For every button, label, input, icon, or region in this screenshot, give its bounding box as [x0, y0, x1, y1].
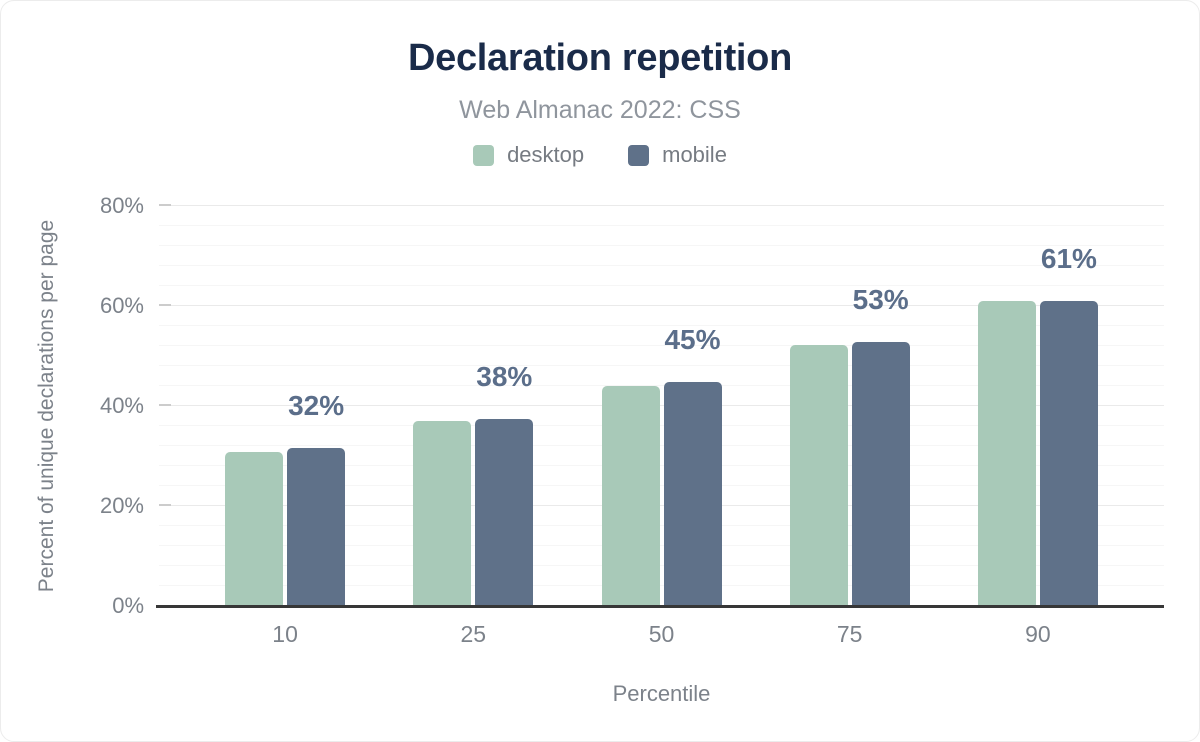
bar-mobile-p10 [287, 448, 346, 606]
bar-mobile-p25 [475, 418, 534, 606]
legend-swatch-desktop [473, 144, 495, 166]
legend-item-mobile: mobile [628, 142, 727, 168]
minor-gridline [159, 545, 1164, 546]
bar-mobile-p90 [1039, 300, 1098, 606]
legend-swatch-mobile [628, 144, 650, 166]
chart-legend: desktop mobile [1, 142, 1199, 168]
bar-desktop-p50 [601, 385, 660, 606]
chart-title: Declaration repetition [407, 37, 793, 79]
major-gridline [159, 305, 1164, 306]
major-gridline [159, 505, 1164, 506]
bar-desktop-p25 [413, 420, 472, 606]
y-tick-label: 20% [99, 493, 144, 518]
minor-gridline [159, 445, 1164, 446]
bar-value-label: 45% [664, 324, 721, 355]
y-axis-tick [159, 504, 171, 506]
y-tick-label: 0% [112, 593, 144, 618]
minor-gridline [159, 325, 1164, 326]
minor-gridline [159, 385, 1164, 386]
major-gridline [159, 205, 1164, 206]
minor-gridline [159, 425, 1164, 426]
x-tick-label: 75 [836, 621, 863, 647]
y-axis-tick [159, 404, 171, 406]
y-axis-tick [159, 204, 171, 206]
y-axis-tick [159, 304, 171, 306]
minor-gridline [159, 245, 1164, 246]
x-tick-label: 25 [460, 621, 487, 647]
bar-desktop-p90 [977, 301, 1036, 606]
bar-mobile-p50 [663, 382, 722, 606]
legend-label-desktop: desktop [507, 142, 585, 167]
bar-desktop-p75 [789, 345, 848, 606]
y-tick-label: 40% [99, 393, 144, 418]
bar-value-label: 32% [288, 390, 345, 421]
legend-item-desktop: desktop [473, 142, 584, 168]
x-tick-label: 90 [1025, 621, 1051, 647]
bar-value-label: 53% [852, 284, 909, 315]
minor-gridline [159, 365, 1164, 366]
minor-gridline [159, 285, 1164, 286]
x-tick-label: 50 [648, 621, 675, 647]
bar-value-label: 61% [1040, 242, 1097, 274]
x-tick-label: 10 [272, 621, 298, 647]
bar-mobile-p75 [851, 342, 910, 606]
minor-gridline [159, 465, 1164, 466]
bar-desktop-p10 [225, 452, 284, 606]
minor-gridline [159, 585, 1164, 586]
minor-gridline [159, 265, 1164, 266]
y-tick-label: 60% [99, 293, 144, 318]
major-gridline [159, 405, 1164, 406]
x-axis-title: Percentile [612, 681, 711, 706]
minor-gridline [159, 485, 1164, 486]
minor-gridline [159, 525, 1164, 526]
minor-gridline [159, 225, 1164, 226]
minor-gridline [159, 565, 1164, 566]
legend-label-mobile: mobile [662, 142, 727, 167]
x-axis-line [156, 605, 1164, 608]
chart-subtitle: Web Almanac 2022: CSS [459, 96, 741, 124]
minor-gridline [159, 345, 1164, 346]
bar-value-label: 38% [476, 360, 533, 392]
plot-area: 32% 38% 45% 53% 61% [156, 204, 1164, 608]
y-tick-label: 80% [99, 193, 144, 218]
